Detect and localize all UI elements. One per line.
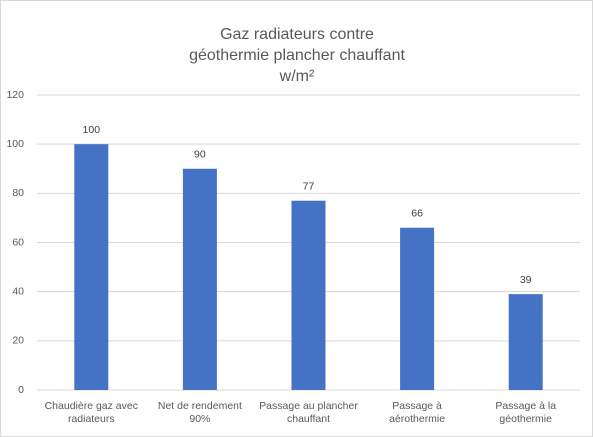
value-label: 77 <box>303 180 315 192</box>
y-tick-label: 0 <box>18 384 24 396</box>
bar <box>291 200 326 390</box>
value-label: 39 <box>520 274 532 286</box>
x-tick-label: Net de rendement 90% <box>157 400 242 425</box>
chart-title: géothermie plancher chauffant <box>189 47 405 64</box>
y-tick-label: 120 <box>6 89 24 101</box>
y-tick-label: 60 <box>12 236 24 248</box>
y-tick-label: 40 <box>12 285 24 297</box>
bar <box>400 227 435 390</box>
x-tick-label: Passage à la géothermie <box>495 400 557 425</box>
y-tick-label: 20 <box>12 335 24 347</box>
x-tick-label: Passage à aérothermie <box>389 400 446 425</box>
chart-title: w/m² <box>279 68 315 85</box>
chart-title: Gaz radiateurs contre <box>220 26 374 43</box>
value-label: 100 <box>83 124 101 136</box>
x-tick-label: Passage au plancher chauffant <box>259 400 358 425</box>
value-label: 90 <box>194 149 206 161</box>
x-tick-label: Chaudière gaz avec radiateurs <box>44 400 138 425</box>
bar <box>182 168 217 390</box>
y-tick-label: 100 <box>6 138 24 150</box>
value-label: 66 <box>411 208 423 220</box>
y-tick-label: 80 <box>12 187 24 199</box>
bar <box>74 144 109 390</box>
bar <box>508 294 543 390</box>
